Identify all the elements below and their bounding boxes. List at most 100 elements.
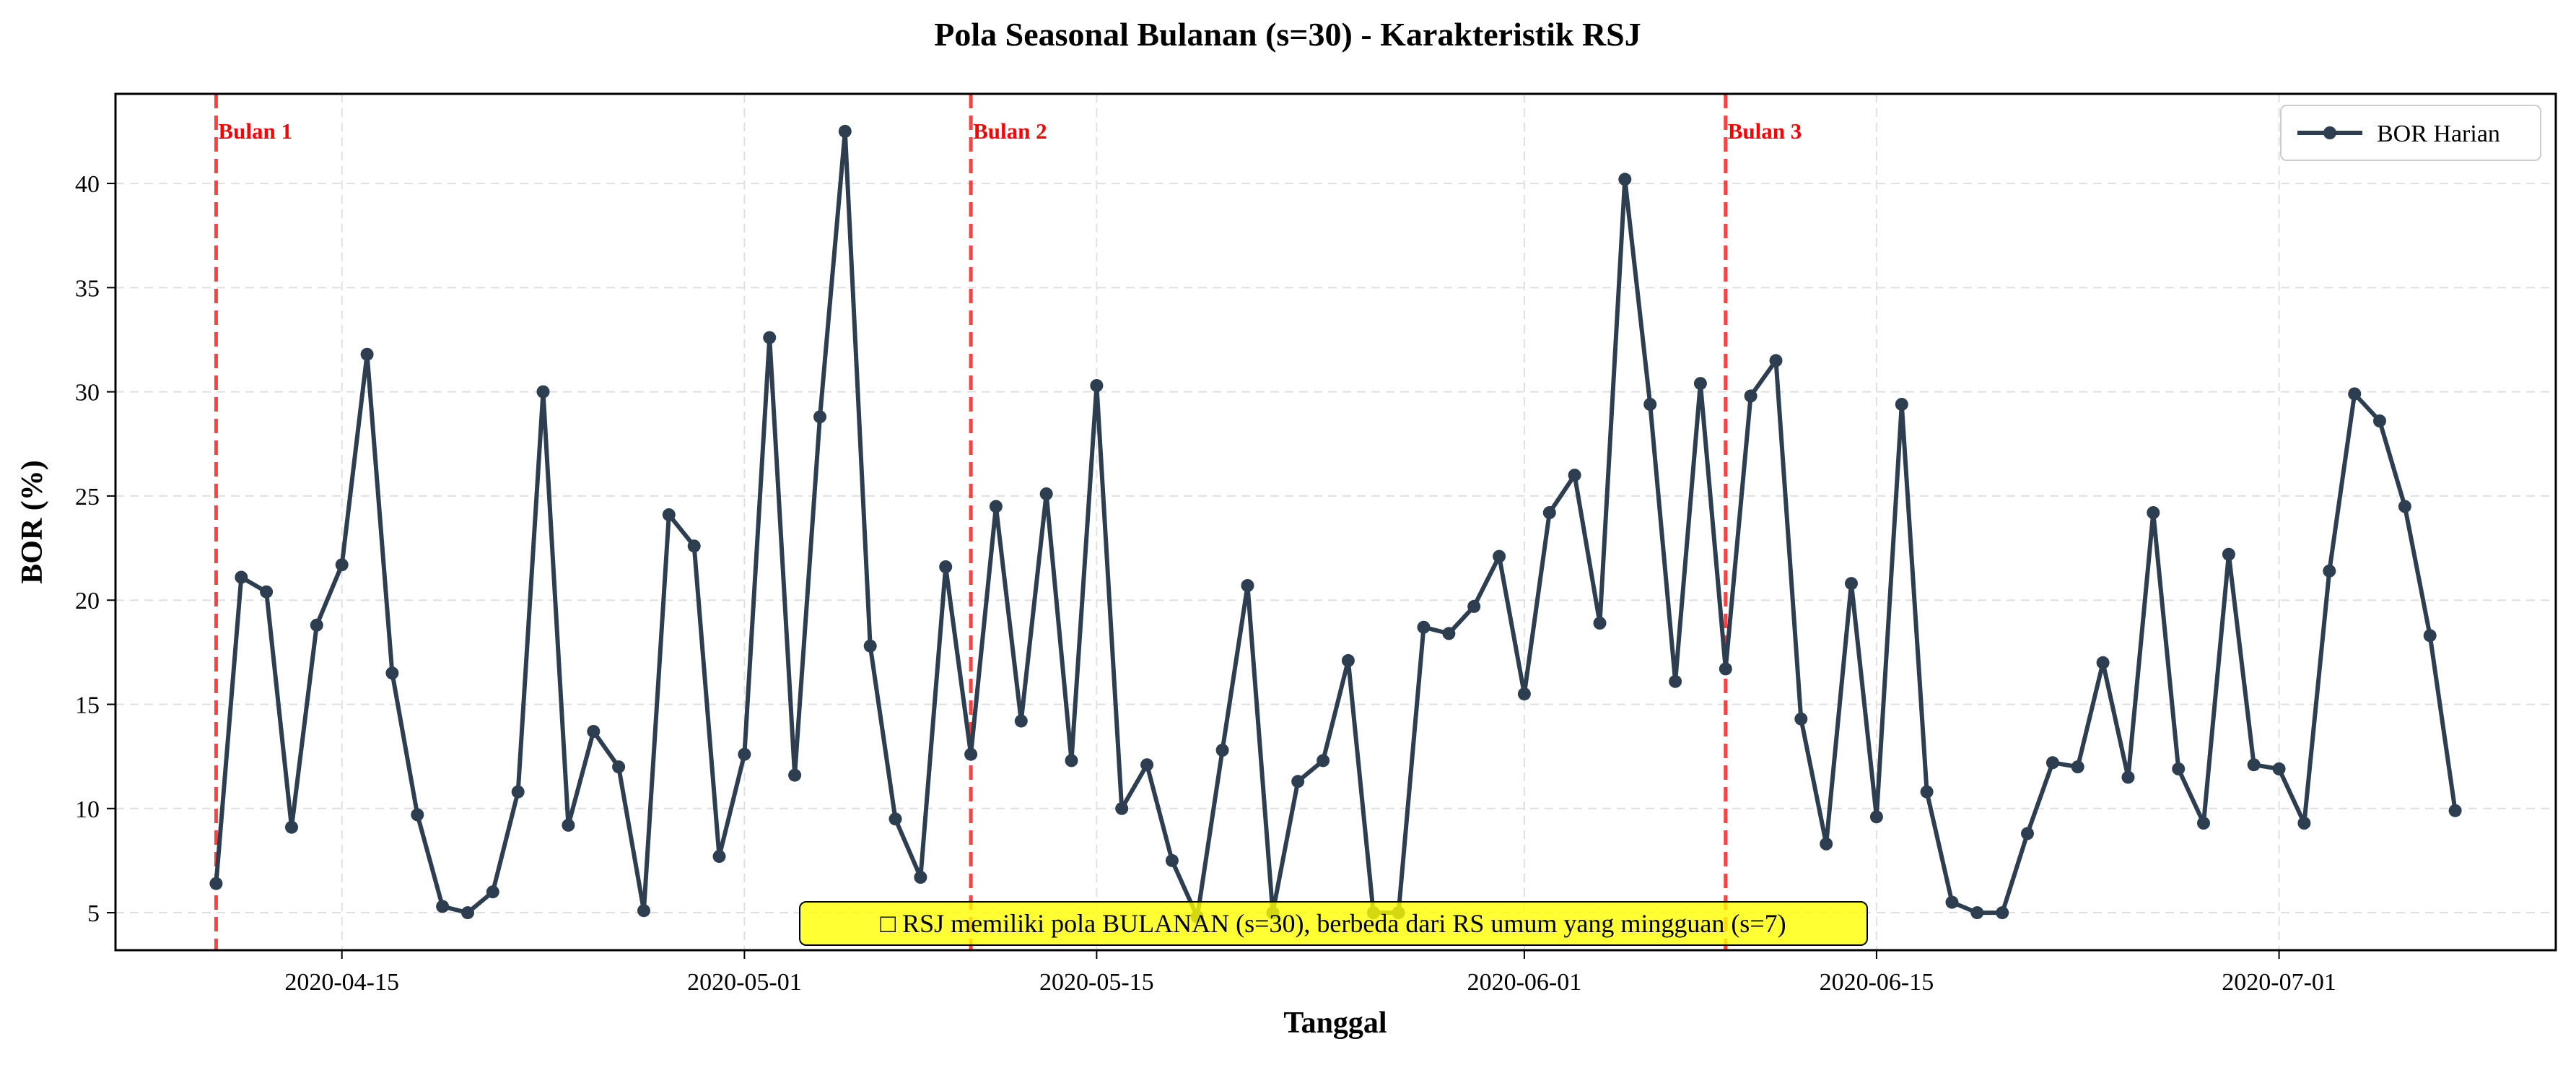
data-point [1618,173,1632,186]
annotation-text: □ RSJ memiliki pola BULANAN (s=30), berb… [880,909,1786,938]
month-marker-label-3: Bulan 3 [1728,118,1802,144]
data-point [1317,754,1330,768]
data-point [687,539,701,553]
data-point [763,331,777,344]
data-point [1467,599,1481,613]
data-point [587,725,601,738]
data-point [914,871,927,884]
annotation: □ RSJ memiliki pola BULANAN (s=30), berb… [799,901,1868,946]
data-point [1493,549,1506,563]
annotation-box [799,901,1868,946]
data-point [1115,801,1129,815]
data-point [260,585,274,599]
data-point [1996,906,2009,920]
data-point [1039,487,1053,500]
data-point [461,906,474,920]
x-axis-ticks: 2020-04-15 2020-05-01 2020-05-15 2020-06-01… [284,950,2336,996]
data-point [1744,389,1758,403]
data-point [1165,853,1179,867]
data-point [2423,629,2437,643]
data-point [2297,817,2311,830]
data-point [385,666,399,680]
data-point [1719,662,1732,676]
series-bor-harian [209,124,2462,923]
month-marker-label-1: Bulan 1 [218,118,292,144]
data-point [1693,377,1707,391]
plot-frame [114,92,2557,952]
data-point [1568,469,1581,482]
y-tick-label: 5 [87,900,100,927]
y-tick-label: 20 [75,588,100,614]
data-point [939,560,953,573]
data-point [1417,620,1431,634]
data-point [1895,398,1908,411]
data-point [1542,506,1556,519]
data-point [2348,387,2362,401]
data-point [662,508,676,521]
x-tick-label: 2020-07-01 [2222,969,2336,996]
data-point [1920,785,1934,799]
data-point [2021,827,2034,840]
data-point [1769,354,1783,368]
y-axis-ticks: 5 10 15 20 25 30 35 40 [75,171,115,927]
data-point [1820,837,1833,851]
data-point [2096,656,2110,669]
data-point [310,618,323,632]
data-point [1794,712,1808,726]
data-point [1014,714,1028,728]
data-point [838,124,852,138]
data-point [1065,754,1078,768]
data-point [2323,564,2336,578]
month-markers: Bulan 1 Bulan 2 Bulan 3 [214,94,1802,950]
x-axis-label: Tanggal [1283,1007,1387,1040]
data-point [2448,804,2462,817]
data-point [2222,547,2235,561]
data-point [712,850,726,864]
data-point [360,347,374,361]
data-point [562,818,575,832]
data-point [1517,687,1531,701]
data-point [1090,379,1104,392]
y-tick-label: 10 [75,796,100,823]
data-point [612,760,626,774]
data-point [888,812,902,826]
y-axis-label: BOR (%) [16,460,49,584]
legend-box [2280,105,2541,161]
data-point [1341,653,1355,667]
data-point [1869,810,1883,824]
x-tick-label: 2020-06-01 [1467,969,1582,996]
x-tick-label: 2020-05-01 [687,969,802,996]
chart-title: Pola Seasonal Bulanan (s=30) - Karakteri… [934,16,1641,53]
data-point [788,768,802,782]
data-point [209,877,223,890]
data-point [411,808,424,822]
data-point [1215,744,1229,757]
data-point [1593,617,1607,630]
data-point [536,385,550,399]
x-tick-label: 2020-05-15 [1039,969,1154,996]
data-point [2247,758,2261,772]
data-point [2172,762,2186,775]
x-tick-label: 2020-06-15 [1820,969,1934,996]
data-point [1241,579,1254,592]
month-marker-label-2: Bulan 2 [973,118,1047,144]
data-point [1945,895,1959,909]
data-point [637,904,650,918]
data-point [511,785,525,799]
data-point [738,747,751,761]
data-point [486,885,499,899]
x-tick-label: 2020-04-15 [284,969,399,996]
data-point [2121,770,2135,784]
y-tick-label: 15 [75,692,100,718]
y-tick-label: 35 [75,275,100,302]
data-point [2272,762,2286,775]
data-point [1669,674,1682,688]
data-point [2398,500,2411,513]
data-point [2373,414,2386,427]
data-point [2071,760,2084,774]
data-point [1140,758,1154,772]
series-line-bor-harian [214,129,2458,919]
data-point [1643,398,1657,411]
